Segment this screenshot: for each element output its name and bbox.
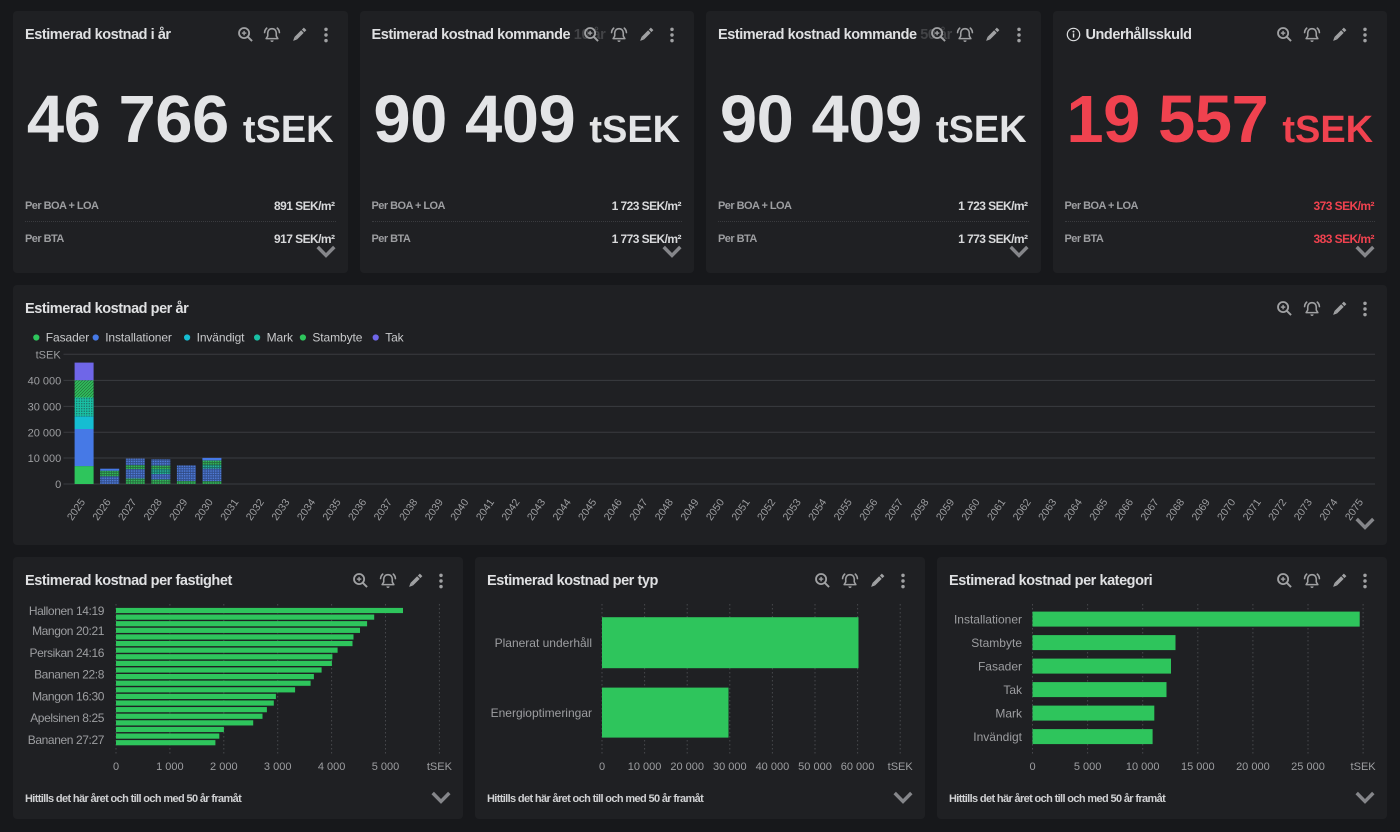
svg-text:2041: 2041 <box>474 497 497 523</box>
svg-text:20 000: 20 000 <box>670 761 704 773</box>
svg-text:2049: 2049 <box>678 497 701 523</box>
svg-text:Stambyte: Stambyte <box>971 636 1022 650</box>
svg-text:2067: 2067 <box>1138 497 1161 523</box>
svg-text:2057: 2057 <box>883 497 906 523</box>
svg-text:2040: 2040 <box>448 497 471 523</box>
svg-text:Stambyte: Stambyte <box>312 331 362 345</box>
svg-text:2029: 2029 <box>167 497 190 523</box>
svg-text:40 000: 40 000 <box>756 761 790 773</box>
svg-text:2026: 2026 <box>90 497 113 523</box>
svg-text:2052: 2052 <box>755 497 778 523</box>
svg-text:2053: 2053 <box>781 497 804 523</box>
svg-text:2048: 2048 <box>653 497 676 523</box>
svg-text:Persikan 24:16: Persikan 24:16 <box>30 646 105 660</box>
svg-text:25 000: 25 000 <box>1291 761 1325 773</box>
svg-text:20 000: 20 000 <box>1236 761 1270 773</box>
svg-text:2031: 2031 <box>218 497 241 523</box>
svg-text:Mark: Mark <box>267 331 294 345</box>
svg-text:0: 0 <box>1029 761 1035 773</box>
svg-text:2042: 2042 <box>499 497 522 523</box>
svg-text:0: 0 <box>55 479 61 491</box>
svg-text:60 000: 60 000 <box>841 761 875 773</box>
svg-text:2 000: 2 000 <box>210 761 238 773</box>
svg-text:Fasader: Fasader <box>46 331 89 345</box>
svg-text:2051: 2051 <box>729 497 752 523</box>
svg-text:Tak: Tak <box>1003 683 1023 697</box>
svg-text:Installationer: Installationer <box>954 612 1022 626</box>
svg-text:Mangon 20:21: Mangon 20:21 <box>32 624 105 638</box>
svg-text:3 000: 3 000 <box>264 761 292 773</box>
svg-text:2034: 2034 <box>295 497 318 523</box>
svg-text:tSEK: tSEK <box>36 349 62 361</box>
svg-text:2055: 2055 <box>832 497 855 523</box>
svg-text:Hallonen 14:19: Hallonen 14:19 <box>29 604 105 618</box>
svg-text:Installationer: Installationer <box>105 331 172 345</box>
svg-text:2072: 2072 <box>1266 497 1289 523</box>
svg-text:10 000: 10 000 <box>28 453 62 465</box>
svg-text:2047: 2047 <box>627 497 650 523</box>
svg-text:Mangon 16:30: Mangon 16:30 <box>32 689 105 703</box>
svg-text:50 000: 50 000 <box>798 761 832 773</box>
svg-text:2064: 2064 <box>1062 497 1085 523</box>
svg-text:2043: 2043 <box>525 497 548 523</box>
svg-text:Invändigt: Invändigt <box>973 730 1022 744</box>
svg-text:4 000: 4 000 <box>318 761 346 773</box>
svg-text:20 000: 20 000 <box>28 427 62 439</box>
svg-text:2045: 2045 <box>576 497 599 523</box>
svg-text:2039: 2039 <box>423 497 446 523</box>
svg-text:30 000: 30 000 <box>713 761 747 773</box>
svg-text:tSEK: tSEK <box>1351 761 1377 773</box>
svg-text:Invändigt: Invändigt <box>197 331 246 345</box>
svg-text:2038: 2038 <box>397 497 420 523</box>
svg-text:2063: 2063 <box>1036 497 1059 523</box>
svg-text:2056: 2056 <box>857 497 880 523</box>
svg-text:2061: 2061 <box>985 497 1008 523</box>
svg-text:Bananen 22:8: Bananen 22:8 <box>34 668 105 682</box>
svg-text:Tak: Tak <box>385 331 404 345</box>
svg-text:2036: 2036 <box>346 497 369 523</box>
svg-text:2054: 2054 <box>806 497 829 523</box>
svg-text:Bananen 27:27: Bananen 27:27 <box>28 733 105 747</box>
svg-text:2062: 2062 <box>1011 497 1034 523</box>
svg-text:2059: 2059 <box>934 497 957 523</box>
svg-text:tSEK: tSEK <box>427 761 453 773</box>
svg-text:10 000: 10 000 <box>628 761 662 773</box>
svg-text:2046: 2046 <box>602 497 625 523</box>
svg-text:2028: 2028 <box>142 497 165 523</box>
svg-text:Mark: Mark <box>995 706 1023 720</box>
svg-text:2044: 2044 <box>551 497 574 523</box>
svg-text:2066: 2066 <box>1113 497 1136 523</box>
svg-text:2032: 2032 <box>244 497 267 523</box>
svg-text:2050: 2050 <box>704 497 727 523</box>
svg-text:5 000: 5 000 <box>372 761 400 773</box>
svg-text:2074: 2074 <box>1317 497 1340 523</box>
svg-text:2027: 2027 <box>116 497 139 523</box>
svg-text:tSEK: tSEK <box>888 761 914 773</box>
svg-text:2025: 2025 <box>65 497 88 523</box>
svg-text:2071: 2071 <box>1241 497 1264 523</box>
svg-text:2058: 2058 <box>908 497 931 523</box>
svg-text:2035: 2035 <box>320 497 343 523</box>
svg-text:2069: 2069 <box>1190 497 1213 523</box>
svg-text:2065: 2065 <box>1087 497 1110 523</box>
svg-text:15 000: 15 000 <box>1181 761 1215 773</box>
svg-text:2070: 2070 <box>1215 497 1238 523</box>
svg-text:30 000: 30 000 <box>28 402 62 414</box>
svg-text:40 000: 40 000 <box>28 376 62 388</box>
svg-text:2073: 2073 <box>1292 497 1315 523</box>
svg-text:0: 0 <box>113 761 119 773</box>
svg-text:2030: 2030 <box>193 497 216 523</box>
svg-text:10 000: 10 000 <box>1126 761 1160 773</box>
svg-text:Energioptimeringar: Energioptimeringar <box>491 706 592 720</box>
svg-text:1 000: 1 000 <box>156 761 184 773</box>
svg-text:Planerat underhåll: Planerat underhåll <box>495 636 592 650</box>
svg-text:Fasader: Fasader <box>978 659 1022 673</box>
svg-text:0: 0 <box>599 761 605 773</box>
svg-text:2033: 2033 <box>269 497 292 523</box>
svg-text:2037: 2037 <box>372 497 395 523</box>
svg-text:5 000: 5 000 <box>1074 761 1102 773</box>
svg-text:2060: 2060 <box>959 497 982 523</box>
svg-text:2068: 2068 <box>1164 497 1187 523</box>
svg-text:Apelsinen 8:25: Apelsinen 8:25 <box>30 711 105 725</box>
